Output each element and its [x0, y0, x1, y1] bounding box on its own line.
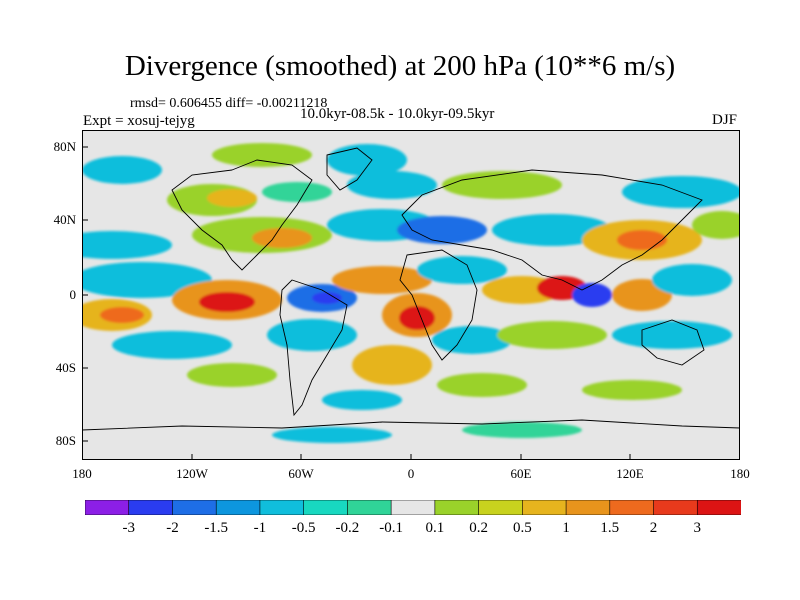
colorbar-swatch: [390, 500, 436, 515]
colorbar-swatch: [128, 500, 174, 515]
colorbar-swatch: [609, 500, 655, 515]
colorbar-swatch: [215, 500, 261, 515]
colorbar-label: -1: [253, 520, 267, 536]
x-label-60e: 60E: [510, 466, 532, 481]
field-blob: [187, 363, 277, 387]
colorbar-swatch: [696, 500, 741, 515]
y-label-0: 0: [69, 287, 77, 302]
field-blob: [100, 307, 144, 323]
divergence-field: [82, 143, 740, 443]
y-label-80n: 80N: [53, 139, 76, 154]
colorbar-swatch: [434, 500, 480, 515]
field-blob: [207, 189, 257, 207]
field-blob: [322, 390, 402, 410]
field-blob: [462, 422, 582, 438]
x-label-180e: 180: [730, 466, 750, 481]
field-blob: [612, 321, 732, 349]
field-blob: [272, 427, 392, 443]
australia-coast: [641, 319, 705, 366]
field-blob: [437, 373, 527, 397]
field-blob: [417, 256, 507, 284]
field-blob: [399, 306, 435, 330]
field-blob: [332, 266, 432, 294]
field-blob: [252, 228, 312, 248]
colorbar-label: 1: [562, 520, 570, 536]
colorbar-label: 3: [693, 520, 702, 536]
y-label-80s: 80S: [55, 433, 76, 448]
divergence-map: [82, 130, 740, 460]
north-america-coast: [171, 159, 313, 271]
coastlines: [82, 147, 740, 431]
season-text: DJF: [712, 112, 738, 128]
x-label-120e: 120E: [616, 466, 644, 481]
field-blob: [492, 214, 612, 246]
colorbar-swatch: [303, 500, 348, 515]
field-blob: [347, 171, 437, 199]
colorbar-label: -1.5: [204, 520, 229, 536]
europe-asia-coast: [401, 169, 703, 291]
south-america-coast: [279, 279, 348, 417]
colorbar-swatch: [478, 500, 523, 515]
tick-marks: [82, 146, 631, 460]
colorbar-label: 0.5: [512, 520, 532, 536]
colorbar-swatch: [522, 500, 567, 515]
field-blob: [212, 143, 312, 167]
colorbar-label: -0.2: [335, 520, 360, 536]
x-label-60w: 60W: [288, 466, 314, 481]
field-blob: [572, 283, 612, 307]
antarctica-coast: [82, 419, 740, 431]
field-blob: [199, 292, 255, 312]
field-blob: [497, 321, 607, 349]
field-blob: [312, 292, 342, 304]
colorbar-label: -0.5: [291, 520, 316, 536]
colorbar-swatch: [259, 500, 305, 515]
colorbar: [85, 500, 741, 515]
colorbar-label: -3: [122, 520, 135, 536]
colorbar-label: 2: [649, 520, 658, 536]
colorbar-label: 0.2: [469, 520, 488, 536]
colorbar-label: 0.1: [425, 520, 445, 536]
field-blob: [327, 144, 407, 176]
y-label-40n: 40N: [53, 212, 76, 227]
field-blob: [582, 380, 682, 400]
plot-title: Divergence (smoothed) at 200 hPa (10**6 …: [124, 50, 676, 82]
field-blob: [617, 230, 667, 250]
field-blob: [652, 264, 732, 296]
colorbar-swatch: [565, 500, 611, 515]
field-blob: [82, 156, 162, 184]
x-label-180w: 180: [72, 466, 92, 481]
greenland-coast: [326, 147, 373, 191]
x-label-120w: 120W: [176, 466, 208, 481]
africa-coast: [399, 249, 478, 361]
field-blob: [442, 171, 562, 199]
field-blob: [352, 345, 432, 385]
experiment-text: Expt = xosuj-tejyg: [83, 113, 195, 129]
field-blob: [397, 216, 487, 244]
period-text: 10.0kyr-08.5k - 10.0kyr-09.5kyr: [300, 106, 495, 122]
colorbar-swatch: [347, 500, 392, 515]
colorbar-label: 1.5: [600, 520, 620, 536]
y-label-40s: 40S: [55, 360, 76, 375]
field-blob: [112, 331, 232, 359]
stats-text: rmsd= 0.606455 diff= -0.00211218: [130, 96, 328, 111]
colorbar-swatch: [172, 500, 217, 515]
colorbar-label: -2: [166, 520, 179, 536]
field-blob: [692, 211, 740, 239]
colorbar-swatch: [653, 500, 698, 515]
field-blob: [82, 231, 172, 259]
field-blob: [262, 182, 332, 202]
field-blob: [82, 262, 212, 298]
x-label-0: 0: [407, 466, 415, 481]
field-blob: [432, 326, 512, 354]
colorbar-swatch: [85, 500, 130, 515]
colorbar-label: -0.1: [379, 520, 403, 536]
